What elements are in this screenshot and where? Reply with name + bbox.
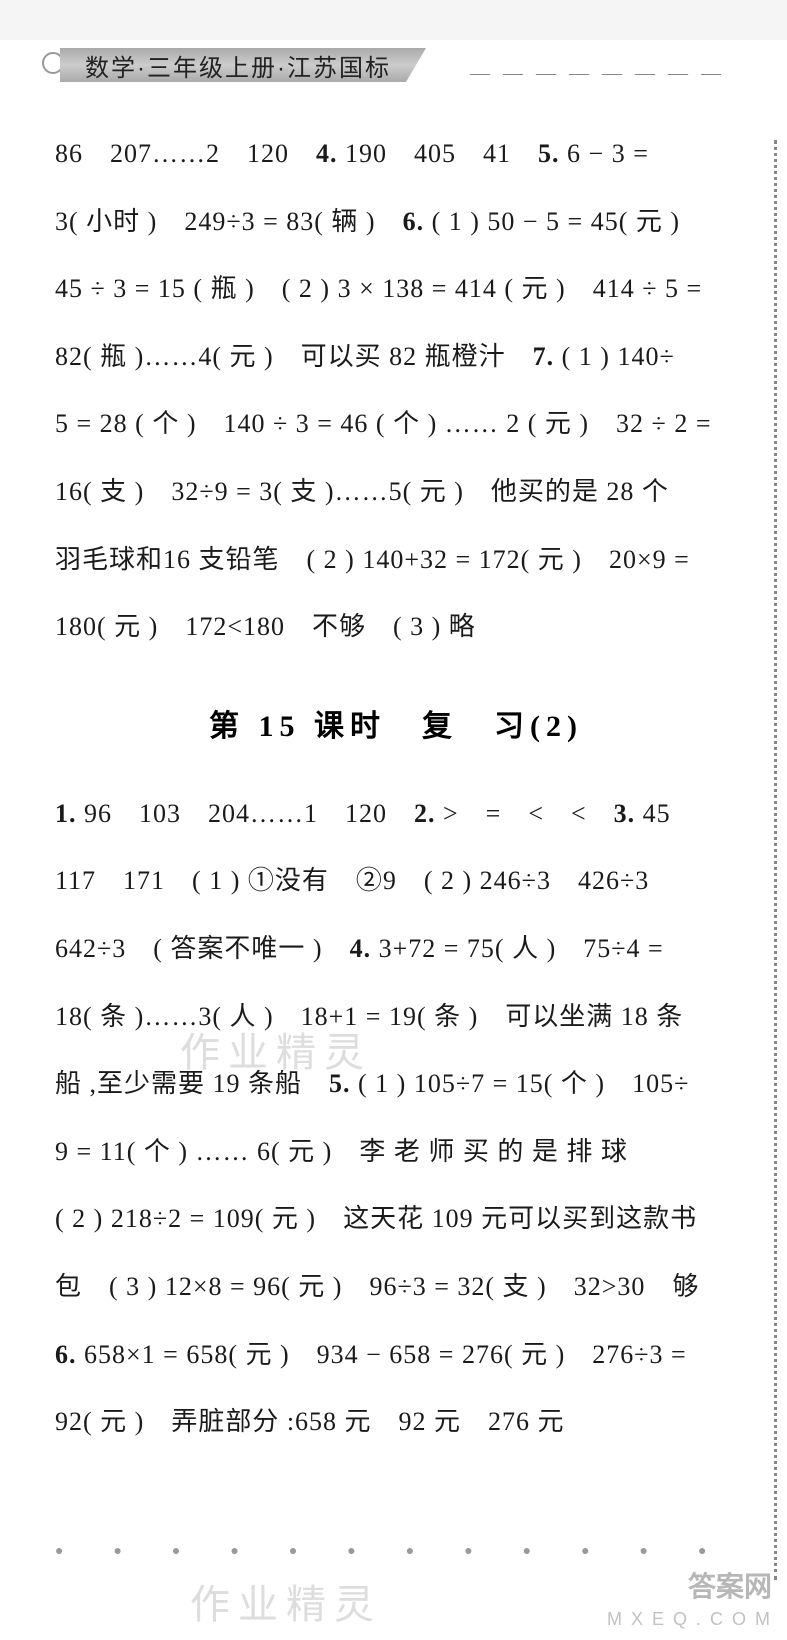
answer-line: 船 ,至少需要 19 条船 5. ( 1 ) 105÷7 = 15( 个 ) 1… <box>55 1050 737 1118</box>
corner-watermark: 答案网 <box>688 1565 772 1605</box>
answer-line: 642÷3 ( 答案不唯一 ) 4. 3+72 = 75( 人 ) 75÷4 = <box>55 915 737 983</box>
header-title: 数学·三年级上册·江苏国标 <box>85 48 391 83</box>
answer-line: 92( 元 ) 弄脏部分 :658 元 92 元 276 元 <box>55 1388 737 1456</box>
answer-line: 16( 支 ) 32÷9 = 3( 支 )……5( 元 ) 他买的是 28 个 <box>55 458 737 526</box>
document-page: 数学·三年级上册·江苏国标 — — — — — — — — 作业精灵 作业精灵 … <box>0 40 787 1640</box>
watermark-text-2: 作业精灵 <box>190 1572 382 1630</box>
answer-line: 86 207……2 120 4. 190 405 41 5. 6 − 3 = <box>55 120 737 188</box>
header-bar: 数学·三年级上册·江苏国标 <box>60 48 426 82</box>
answer-line: 3( 小时 ) 249÷3 = 83( 辆 ) 6. ( 1 ) 50 − 5 … <box>55 188 737 256</box>
answer-line: 5 = 28 ( 个 ) 140 ÷ 3 = 46 ( 个 ) …… 2 ( 元… <box>55 390 737 458</box>
answer-line: ( 2 ) 218÷2 = 109( 元 ) 这天花 109 元可以买到这款书 <box>55 1185 737 1253</box>
answer-line: 包 ( 3 ) 12×8 = 96( 元 ) 96÷3 = 32( 支 ) 32… <box>55 1253 737 1321</box>
answer-line: 117 171 ( 1 ) ①没有 ②9 ( 2 ) 246÷3 426÷3 <box>55 847 737 915</box>
answer-line: 82( 瓶 )……4( 元 ) 可以买 82 瓶橙汁 7. ( 1 ) 140÷ <box>55 323 737 391</box>
answer-block-2: 1. 96 103 204……1 120 2. > = < < 3. 45 11… <box>55 780 737 1456</box>
header-dashes: — — — — — — — — <box>470 62 725 85</box>
content-area: 86 207……2 120 4. 190 405 41 5. 6 − 3 = 3… <box>0 120 787 1456</box>
answer-line: 18( 条 )……3( 人 ) 18+1 = 19( 条 ) 可以坐满 18 条 <box>55 983 737 1051</box>
answer-line: 6. 658×1 = 658( 元 ) 934 − 658 = 276( 元 )… <box>55 1321 737 1389</box>
answer-line: 45 ÷ 3 = 15 ( 瓶 ) ( 2 ) 3 × 138 = 414 ( … <box>55 255 737 323</box>
answer-line: 9 = 11( 个 ) …… 6( 元 ) 李 老 师 买 的 是 排 球 <box>55 1118 737 1186</box>
page-header: 数学·三年级上册·江苏国标 — — — — — — — — <box>50 40 787 90</box>
section-heading: 第 15 课时 复 习(2) <box>55 701 737 745</box>
answer-line: 羽毛球和16 支铅笔 ( 2 ) 140+32 = 172( 元 ) 20×9 … <box>55 526 737 594</box>
answer-line: 180( 元 ) 172<180 不够 ( 3 ) 略 <box>55 593 737 661</box>
corner-url: M X E Q . C O M <box>607 1609 772 1630</box>
answer-block-1: 86 207……2 120 4. 190 405 41 5. 6 − 3 = 3… <box>55 120 737 661</box>
answer-line: 1. 96 103 204……1 120 2. > = < < 3. 45 <box>55 780 737 848</box>
bottom-dots-separator: ● ● ● ● ● ● ● ● ● ● ● ● ● ● ● ● ● ● <box>55 1540 732 1560</box>
